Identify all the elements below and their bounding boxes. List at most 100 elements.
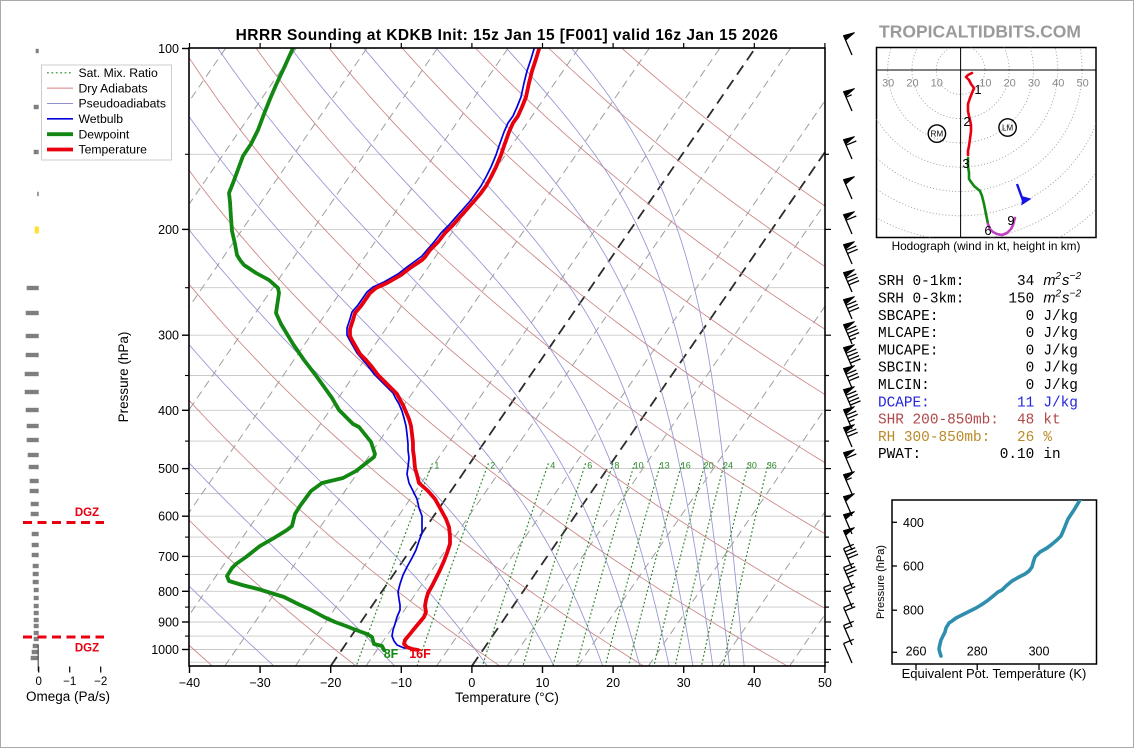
svg-text:Wetbulb: Wetbulb	[79, 112, 124, 126]
svg-text:20: 20	[606, 676, 620, 690]
svg-text:SBCIN:: SBCIN:	[878, 361, 930, 377]
svg-text:2: 2	[490, 461, 495, 471]
svg-text:30: 30	[882, 78, 894, 90]
svg-text:50: 50	[818, 676, 832, 690]
svg-text:RH 300-850mb:: RH 300-850mb:	[878, 430, 990, 446]
svg-text:8: 8	[614, 461, 619, 471]
svg-text:10: 10	[536, 676, 550, 690]
svg-text:in: in	[1043, 447, 1060, 463]
svg-text:500: 500	[158, 462, 179, 476]
svg-text:800: 800	[158, 585, 179, 599]
svg-text:Temperature: Temperature	[79, 143, 148, 157]
svg-text:0: 0	[1026, 361, 1035, 377]
svg-text:260: 260	[906, 645, 927, 659]
svg-text:J/kg: J/kg	[1043, 343, 1078, 359]
svg-text:4: 4	[550, 461, 555, 471]
svg-text:DGZ: DGZ	[75, 507, 99, 519]
svg-text:16F: 16F	[409, 647, 431, 661]
svg-text:30: 30	[1028, 78, 1040, 90]
svg-text:−30: −30	[249, 676, 270, 690]
svg-text:2: 2	[1054, 271, 1061, 282]
svg-text:10: 10	[634, 461, 644, 471]
svg-text:Hodograph (wind in kt, height: Hodograph (wind in kt, height in km)	[892, 239, 1081, 253]
svg-text:s: s	[1062, 291, 1069, 307]
svg-text:10: 10	[979, 78, 991, 90]
svg-text:40: 40	[747, 676, 761, 690]
svg-text:J/kg: J/kg	[1043, 309, 1078, 325]
svg-text:Omega (Pa/s): Omega (Pa/s)	[26, 689, 110, 704]
svg-text:400: 400	[903, 516, 924, 530]
svg-text:TROPICALTIDBITS.COM: TROPICALTIDBITS.COM	[879, 22, 1081, 42]
svg-text:MLCAPE:: MLCAPE:	[878, 326, 938, 342]
svg-text:3: 3	[962, 156, 969, 171]
svg-text:40: 40	[1052, 78, 1064, 90]
svg-text:J/kg: J/kg	[1043, 395, 1078, 411]
svg-text:30: 30	[677, 676, 691, 690]
svg-text:48: 48	[1017, 413, 1034, 429]
svg-text:MUCAPE:: MUCAPE:	[878, 343, 938, 359]
svg-text:0: 0	[35, 676, 41, 688]
svg-text:SHR 200-850mb:: SHR 200-850mb:	[878, 413, 999, 429]
svg-text:kt: kt	[1043, 413, 1060, 429]
svg-text:0.10: 0.10	[1000, 447, 1035, 463]
svg-text:SRH 0-3km:: SRH 0-3km:	[878, 292, 964, 308]
svg-text:2: 2	[963, 114, 970, 129]
svg-text:m: m	[1043, 291, 1055, 307]
svg-text:J/kg: J/kg	[1043, 361, 1078, 377]
svg-text:0: 0	[468, 676, 475, 690]
svg-text:DCAPE:: DCAPE:	[878, 395, 930, 411]
svg-text:1: 1	[974, 82, 981, 97]
svg-text:Pressure (hPa): Pressure (hPa)	[875, 545, 887, 619]
svg-text:DGZ: DGZ	[75, 643, 99, 655]
svg-text:RM: RM	[931, 130, 944, 139]
svg-text:50: 50	[1076, 78, 1088, 90]
svg-text:s: s	[1062, 273, 1069, 289]
svg-text:100: 100	[158, 42, 179, 56]
svg-text:6: 6	[587, 461, 592, 471]
svg-text:Pseudoadiabats: Pseudoadiabats	[79, 97, 166, 111]
svg-text:Dewpoint: Dewpoint	[79, 127, 130, 141]
svg-text:24: 24	[723, 461, 733, 471]
svg-text:0: 0	[1026, 343, 1035, 359]
svg-text:6: 6	[984, 223, 991, 238]
svg-text:Pressure (hPa): Pressure (hPa)	[116, 332, 131, 423]
svg-text:300: 300	[158, 329, 179, 343]
svg-text:−20: −20	[320, 676, 341, 690]
svg-text:20: 20	[906, 78, 918, 90]
svg-text:20: 20	[704, 461, 714, 471]
svg-text:1: 1	[434, 461, 439, 471]
svg-text:%: %	[1043, 430, 1052, 446]
svg-text:200: 200	[158, 223, 179, 237]
svg-text:10: 10	[931, 78, 943, 90]
svg-text:J/kg: J/kg	[1043, 378, 1078, 394]
svg-text:30: 30	[747, 461, 757, 471]
svg-text:Temperature (°C): Temperature (°C)	[455, 690, 559, 705]
svg-text:600: 600	[903, 560, 924, 574]
svg-text:0: 0	[1026, 378, 1035, 394]
svg-text:PWAT:: PWAT:	[878, 447, 921, 463]
svg-text:8F: 8F	[384, 647, 399, 661]
svg-text:Equivalent Pot. Temperature (K: Equivalent Pot. Temperature (K)	[902, 666, 1087, 681]
svg-text:−40: −40	[179, 676, 200, 690]
svg-text:20: 20	[1004, 78, 1016, 90]
svg-text:300: 300	[1029, 645, 1050, 659]
svg-text:−2: −2	[1070, 271, 1082, 282]
svg-text:36: 36	[767, 461, 777, 471]
svg-text:−2: −2	[94, 676, 107, 688]
svg-text:16: 16	[681, 461, 691, 471]
svg-text:HRRR Sounding at KDKB Init: 15: HRRR Sounding at KDKB Init: 15z Jan 15 […	[236, 27, 779, 44]
svg-text:2: 2	[1054, 289, 1061, 300]
svg-text:Dry Adiabats: Dry Adiabats	[79, 81, 148, 95]
svg-text:0: 0	[1026, 326, 1035, 342]
svg-text:J/kg: J/kg	[1043, 326, 1078, 342]
svg-text:11: 11	[1017, 395, 1034, 411]
svg-text:9: 9	[1007, 213, 1014, 228]
svg-text:800: 800	[903, 604, 924, 618]
svg-text:1000: 1000	[151, 643, 179, 657]
svg-text:−10: −10	[391, 676, 412, 690]
svg-text:900: 900	[158, 616, 179, 630]
svg-text:−2: −2	[1070, 289, 1082, 300]
svg-text:−1: −1	[63, 676, 76, 688]
svg-text:MLCIN:: MLCIN:	[878, 378, 930, 394]
svg-text:280: 280	[967, 645, 988, 659]
